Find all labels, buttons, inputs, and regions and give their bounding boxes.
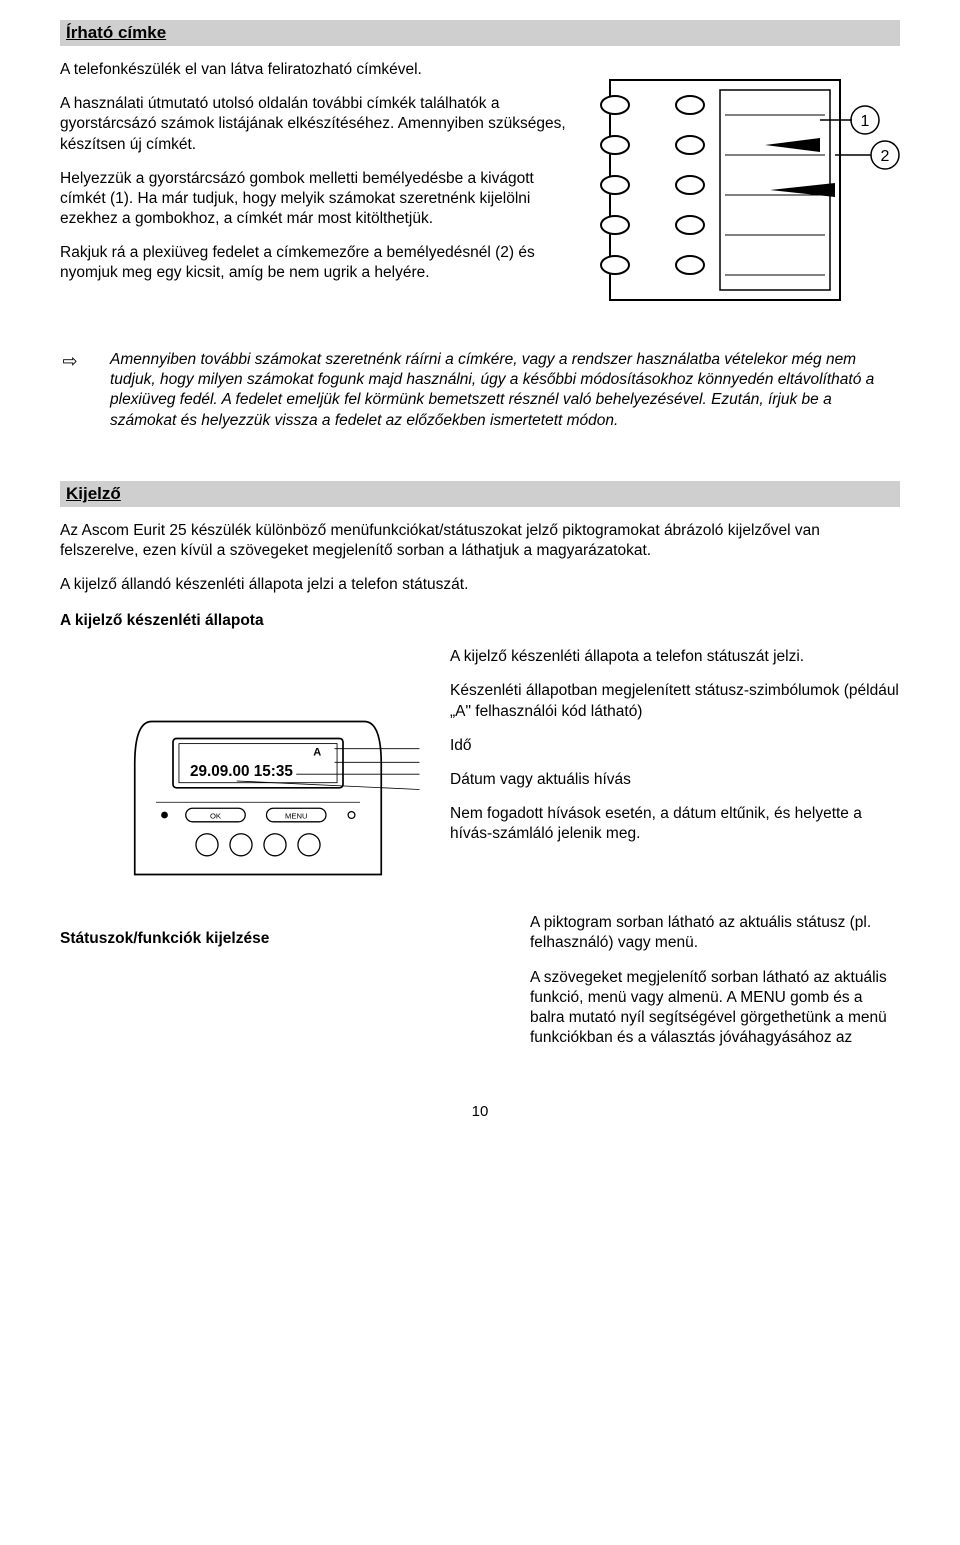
display-diagram: 29.09.00 15:35 A OK MENU (60, 643, 410, 883)
section1-p1: A telefonkészülék el van látva feliratoz… (60, 60, 570, 80)
keszenlet-p3: Idő (450, 736, 900, 756)
label-diagram: 1 2 (590, 60, 900, 330)
status-text: A piktogram sorban látható az aktuális s… (530, 913, 900, 1062)
status-p1: A piktogram sorban látható az aktuális s… (530, 913, 900, 953)
note-block: ⇨ Amennyiben további számokat szeretnénk… (60, 350, 900, 431)
section1-p2: A használati útmutató utolsó oldalán tov… (60, 94, 570, 154)
status-block: Státuszok/funkciók kijelzése A piktogram… (60, 913, 900, 1062)
section1-text: A telefonkészülék el van látva feliratoz… (60, 60, 570, 330)
section1-p3: Helyezzük a gyorstárcsázó gombok mellett… (60, 169, 570, 229)
section2-p2: A kijelző állandó készenléti állapota je… (60, 575, 900, 595)
status-p2: A szövegeket megjelenítő sorban látható … (530, 968, 900, 1049)
page-number: 10 (60, 1102, 900, 1122)
note-arrow-icon: ⇨ (60, 350, 80, 431)
callout-1: 1 (861, 113, 870, 130)
keszenlet-p1: A kijelző készenléti állapota a telefon … (450, 647, 900, 667)
callout-2: 2 (881, 148, 890, 165)
menu-button-label: MENU (285, 812, 308, 821)
lcd-letter: A (313, 747, 321, 759)
section-heading-1: Írható címke (60, 20, 900, 46)
note-text: Amennyiben további számokat szeretnénk r… (110, 350, 900, 431)
keszenlet-p2: Készenléti állapotban megjelenített stát… (450, 681, 900, 721)
top-block: A telefonkészülék el van látva feliratoz… (60, 60, 900, 330)
keszenlet-text: A kijelző készenléti állapota a telefon … (450, 643, 900, 883)
keszenlet-heading: A kijelző készenléti állapota (60, 611, 900, 631)
keszenlet-p5: Nem fogadott hívások esetén, a dátum elt… (450, 804, 900, 844)
section2-p1: Az Ascom Eurit 25 készülék különböző men… (60, 521, 900, 561)
keszenlet-p4: Dátum vagy aktuális hívás (450, 770, 900, 790)
section1-p4: Rakjuk rá a plexiüveg fedelet a címkemez… (60, 243, 570, 283)
status-heading: Státuszok/funkciók kijelzése (60, 929, 490, 949)
section-heading-2: Kijelző (60, 481, 900, 507)
lcd-datetime: 29.09.00 15:35 (190, 763, 293, 780)
ok-button-label: OK (210, 812, 222, 821)
display-block: 29.09.00 15:35 A OK MENU A kijelző késze… (60, 643, 900, 883)
